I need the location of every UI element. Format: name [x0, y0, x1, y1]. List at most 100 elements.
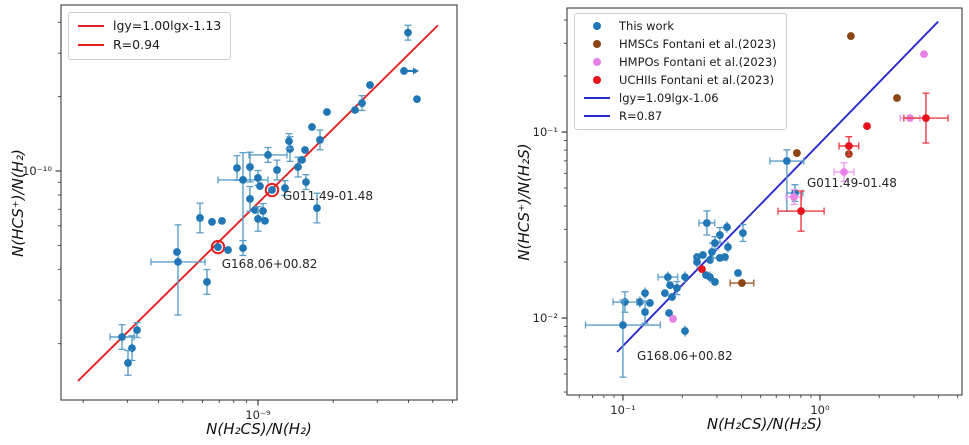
data-point: [246, 195, 254, 203]
data-point: [723, 223, 731, 231]
data-point: [711, 278, 719, 286]
red-line-swatch: [76, 25, 106, 28]
data-point: [218, 217, 226, 225]
legend-fit-label: lgy=1.09lgx-1.06: [619, 90, 719, 105]
data-point: [118, 333, 126, 341]
legend-fit-label: lgy=1.00lgx-1.13: [113, 18, 222, 33]
left-xaxis-label: N(H₂CS)/N(H₂): [206, 420, 312, 438]
data-point: [124, 359, 132, 367]
data-point: [698, 265, 706, 273]
data-point: [173, 248, 181, 256]
highlight-ring: [210, 239, 226, 255]
data-point: [663, 273, 672, 281]
right-ytick-label-2: 10⁻²: [532, 311, 558, 325]
data-point: [214, 243, 222, 251]
blue-line-swatch: [582, 115, 612, 118]
data-point: [251, 206, 259, 214]
data-point: [239, 244, 247, 252]
data-point: [739, 229, 747, 237]
data-point: [706, 256, 714, 264]
legend-entry-hmscs: HMSCs Fontani et al.(2023): [582, 37, 777, 52]
annotation-g168-right: G168.06+00.82: [636, 348, 733, 363]
data-point: [316, 135, 324, 144]
data-point: [661, 289, 669, 297]
data-point: [734, 269, 742, 277]
left-ytick-label: 10⁻¹⁰: [22, 164, 52, 178]
data-point: [246, 163, 254, 171]
data-point: [699, 251, 707, 259]
data-point: [797, 207, 805, 215]
brown-dot-swatch: [582, 40, 612, 49]
legend-r-label: R=0.87: [619, 108, 663, 123]
data-point: [619, 321, 627, 329]
data-point: [724, 243, 732, 251]
data-point: [702, 219, 711, 227]
legend-series-label: UCHIIs Fontani et al.(2023): [619, 72, 775, 87]
annotation-g011-right: G011.49-01.48: [806, 175, 897, 190]
legend-series-label: HMSCs Fontani et al.(2023): [619, 36, 777, 51]
data-point: [840, 168, 848, 176]
data-point: [261, 217, 269, 225]
data-point: [298, 155, 306, 164]
data-point: [681, 327, 689, 335]
data-point: [920, 50, 928, 59]
data-point: [358, 99, 366, 107]
data-point: [782, 157, 791, 165]
data-point: [273, 166, 281, 174]
data-point: [665, 309, 673, 317]
left-xtick-label: 10⁻⁹: [245, 408, 271, 422]
arrow-right-icon: [413, 67, 419, 75]
left-legend: lgy=1.00lgx-1.13 R=0.94: [68, 12, 232, 60]
data-point: [313, 204, 321, 212]
data-point: [264, 151, 272, 159]
data-point: [721, 253, 729, 261]
data-point: [203, 278, 211, 286]
data-point: [922, 114, 930, 122]
data-point: [254, 215, 262, 223]
data-point: [863, 122, 871, 130]
legend-entry-uchiis: UCHIIs Fontani et al.(2023): [582, 73, 777, 88]
data-point: [668, 293, 676, 301]
data-point: [646, 299, 654, 307]
data-point: [259, 207, 267, 215]
right-xtick-label-1: 10⁻¹: [610, 403, 636, 417]
legend-r-label: R=0.94: [113, 37, 160, 53]
data-point: [621, 298, 629, 306]
data-point: [366, 81, 374, 89]
data-point: [351, 106, 359, 114]
data-point: [196, 214, 204, 222]
data-point: [846, 32, 855, 40]
data-point: [673, 284, 681, 292]
annotation-g168-left: G168.06+00.82: [221, 256, 318, 271]
data-point: [845, 142, 853, 150]
data-point: [268, 186, 276, 194]
legend-entry-r: R=0.87: [582, 109, 777, 124]
data-point: [790, 193, 798, 201]
plot-frame: [60, 4, 458, 401]
data-point: [793, 149, 801, 157]
data-point: [641, 289, 649, 297]
data-point: [641, 308, 649, 316]
right-ytick-label-1: 10⁻¹: [532, 125, 558, 140]
data-point: [239, 175, 247, 184]
right-xtick-label-2: 10⁰: [810, 403, 830, 417]
legend-series-label: HMPOs Fontani et al.(2023): [619, 54, 777, 69]
data-point: [706, 273, 714, 281]
data-point: [233, 164, 241, 172]
right-yaxis-label: N(HCS⁺)/N(H₂S): [515, 142, 533, 261]
legend-series-label: This work: [619, 19, 674, 33]
data-point: [174, 258, 182, 266]
right-xaxis-label: N(H₂CS)/N(H₂S): [706, 415, 823, 433]
data-point: [715, 231, 724, 239]
data-point: [404, 28, 412, 37]
data-point: [893, 94, 901, 102]
data-point: [308, 123, 316, 131]
data-point: [681, 273, 689, 281]
data-point: [254, 174, 262, 182]
violet-dot-swatch: [582, 58, 612, 67]
data-point: [323, 108, 331, 116]
legend-entry-hmpos: HMPOs Fontani et al.(2023): [582, 55, 777, 70]
data-point: [693, 258, 701, 266]
data-point: [708, 248, 716, 256]
blue-line-swatch: [582, 97, 612, 100]
